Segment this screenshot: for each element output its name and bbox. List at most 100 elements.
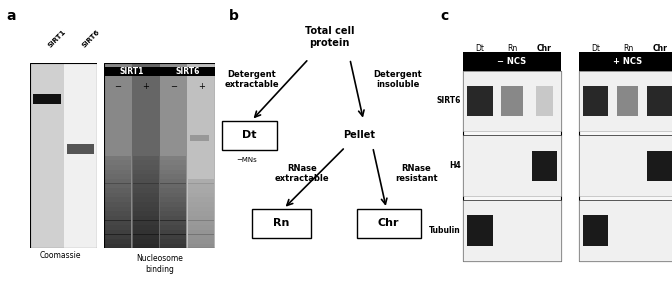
Bar — [188, 188, 214, 193]
Bar — [161, 160, 187, 165]
Bar — [105, 244, 131, 248]
Text: Rn: Rn — [623, 44, 633, 53]
Bar — [105, 239, 131, 244]
Bar — [132, 197, 159, 202]
Bar — [105, 216, 131, 220]
Text: Tubulin: Tubulin — [429, 226, 461, 235]
Bar — [161, 207, 187, 211]
Text: SIRT1: SIRT1 — [120, 67, 144, 76]
Text: RNase
extractable: RNase extractable — [275, 164, 329, 183]
Bar — [532, 151, 558, 181]
Bar — [105, 225, 131, 230]
Bar — [132, 225, 159, 230]
Bar — [132, 160, 159, 165]
Bar — [579, 71, 672, 261]
Bar — [161, 211, 187, 216]
Bar — [132, 165, 159, 170]
Bar — [161, 225, 187, 230]
Bar — [132, 202, 159, 207]
Bar — [64, 63, 97, 248]
Bar — [105, 156, 131, 161]
Text: b: b — [228, 9, 239, 23]
Bar — [132, 234, 159, 239]
Bar — [30, 63, 64, 248]
Bar — [579, 71, 672, 131]
Bar — [188, 220, 214, 225]
Text: Rn: Rn — [273, 218, 290, 228]
Bar — [132, 239, 159, 244]
Bar — [105, 170, 131, 174]
Text: SIRT6: SIRT6 — [437, 96, 461, 106]
Bar — [132, 220, 159, 225]
Text: Chr: Chr — [653, 44, 668, 53]
Bar — [357, 209, 421, 238]
Text: Chr: Chr — [378, 218, 399, 228]
Bar — [132, 63, 160, 248]
Bar — [501, 86, 523, 116]
Bar — [188, 197, 214, 202]
Text: −: − — [170, 82, 177, 91]
Bar — [188, 207, 214, 211]
Bar — [161, 179, 187, 183]
Bar — [188, 244, 214, 248]
Text: SIRT6: SIRT6 — [175, 67, 200, 76]
Bar — [647, 86, 672, 116]
Text: Chr: Chr — [537, 44, 552, 53]
Text: Pellet: Pellet — [343, 130, 375, 140]
Bar — [618, 86, 638, 116]
Bar — [188, 193, 214, 198]
Bar — [188, 216, 214, 220]
Bar — [188, 225, 214, 230]
Bar — [105, 165, 131, 170]
Bar — [161, 170, 187, 174]
Bar — [464, 71, 560, 261]
Text: +: + — [142, 82, 149, 91]
Bar — [161, 216, 187, 220]
Text: c: c — [440, 9, 448, 23]
Text: + NCS: + NCS — [614, 57, 642, 66]
Bar — [132, 244, 159, 248]
Bar — [464, 71, 560, 131]
Bar — [161, 188, 187, 193]
Text: Rn: Rn — [507, 44, 517, 53]
Text: Nucleosome
binding: Nucleosome binding — [136, 254, 183, 274]
Bar — [188, 179, 214, 183]
Bar — [190, 136, 210, 141]
Bar — [161, 244, 187, 248]
Bar — [105, 197, 131, 202]
Bar — [647, 151, 672, 181]
Bar — [464, 135, 560, 196]
Bar — [104, 67, 160, 76]
Text: Detergent
extractable: Detergent extractable — [224, 70, 279, 89]
Bar — [105, 188, 131, 193]
Bar — [251, 209, 311, 238]
Bar — [536, 86, 554, 116]
Text: −: − — [114, 82, 122, 91]
Text: Coomassie: Coomassie — [40, 251, 81, 260]
Bar — [105, 174, 131, 179]
Bar — [464, 52, 560, 71]
Bar — [161, 165, 187, 170]
Bar — [188, 239, 214, 244]
Bar — [161, 156, 187, 161]
Text: Total cell
protein: Total cell protein — [304, 26, 354, 48]
Bar — [222, 121, 277, 150]
Bar — [583, 86, 608, 116]
Bar — [188, 202, 214, 207]
Bar — [466, 86, 493, 116]
Bar — [105, 160, 131, 165]
Bar — [132, 156, 159, 161]
Bar — [188, 211, 214, 216]
Bar — [161, 220, 187, 225]
Bar — [132, 174, 159, 179]
Bar — [161, 234, 187, 239]
Text: Dt: Dt — [242, 130, 257, 140]
Bar — [160, 63, 187, 248]
Bar — [583, 216, 608, 246]
Bar — [105, 207, 131, 211]
Bar — [466, 216, 493, 246]
Bar — [132, 207, 159, 211]
Bar — [161, 183, 187, 188]
Text: a: a — [7, 9, 16, 23]
Bar — [105, 193, 131, 198]
